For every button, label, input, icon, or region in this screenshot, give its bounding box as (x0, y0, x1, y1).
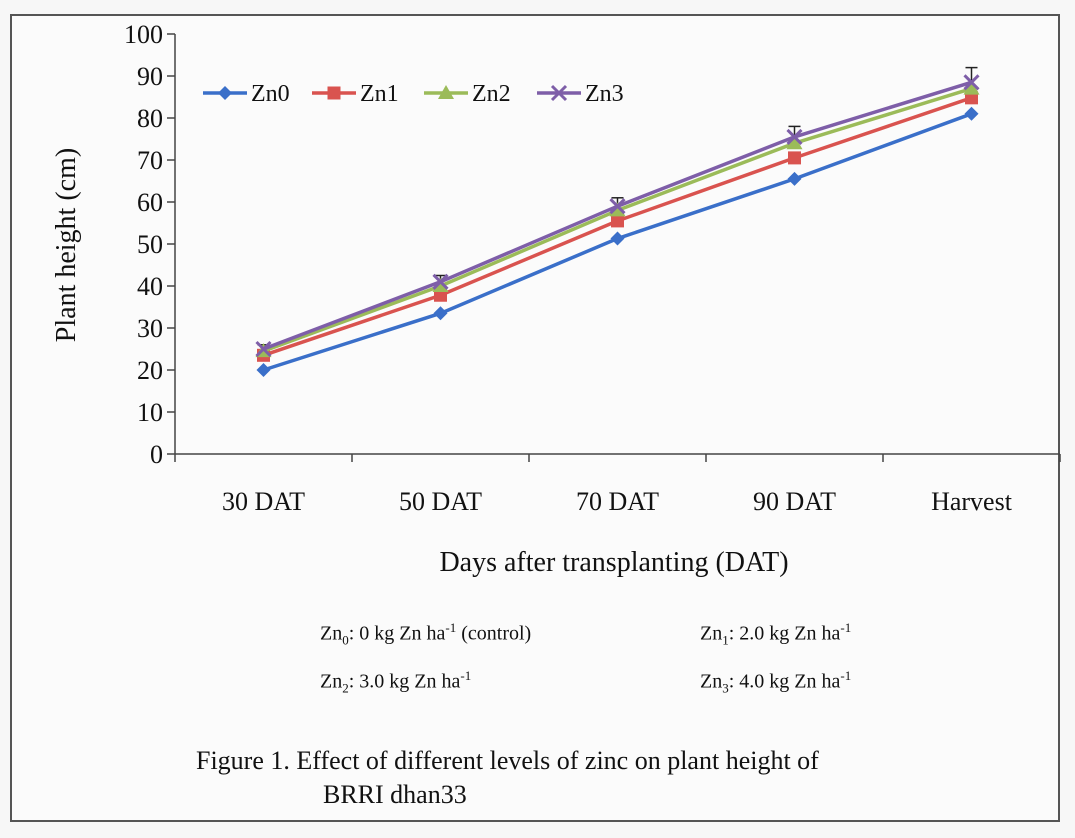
data-point-zn0 (787, 171, 802, 186)
y-tick-label: 40 (137, 272, 163, 301)
data-point-zn2 (432, 278, 449, 292)
data-point-zn0 (610, 231, 625, 246)
chart-axes: 0 10 20 30 40 50 60 70 80 90 100 30 DAT 50 DAT 70 DAT… (124, 20, 1061, 516)
legend-label-zn1: Zn1 (360, 81, 399, 107)
caption-line-1: Figure 1. Effect of different levels of … (196, 746, 819, 775)
figure-caption: Figure 1. Effect of different levels of … (196, 744, 1016, 812)
y-tick-label: 60 (137, 188, 163, 217)
data-point-zn1 (611, 214, 624, 228)
y-axis-title: Plant height (cm) (51, 148, 82, 342)
data-point-zn2 (609, 202, 626, 217)
chart-series (255, 66, 980, 377)
y-tick-label: 80 (137, 104, 163, 133)
legend-label-zn3: Zn3 (585, 81, 624, 107)
x-tick-label: Harvest (931, 487, 1013, 516)
data-point-zn0 (964, 106, 979, 121)
data-point-zn0 (433, 306, 448, 321)
x-tick-label: 90 DAT (753, 487, 836, 516)
x-tick-label: 70 DAT (576, 487, 659, 516)
y-tick-label: 90 (137, 62, 163, 91)
caption-line-2: BRRI dhan33 (323, 780, 467, 809)
y-tick-label: 20 (137, 356, 163, 385)
legend-label-zn2: Zn2 (472, 81, 511, 107)
legend-marker-zn1 (327, 86, 341, 100)
y-tick-label: 100 (124, 20, 163, 49)
x-tick-label: 50 DAT (399, 487, 482, 516)
note-zn0: Zn0: 0 kg Zn ha-1 (control) (320, 620, 532, 648)
x-axis-title: Days after transplanting (DAT) (439, 547, 788, 578)
data-point-zn3 (432, 273, 449, 290)
y-tick-label: 50 (137, 230, 163, 259)
y-tick-label: 70 (137, 146, 163, 175)
note-zn3: Zn3: 4.0 kg Zn ha-1 (700, 668, 852, 696)
data-point-zn3 (255, 340, 272, 358)
line-chart: 0 10 20 30 40 50 60 70 80 90 100 30 DAT 50 DAT 70 DAT… (51, 20, 1061, 578)
legend-marker-zn2 (438, 85, 454, 99)
figure-frame (10, 14, 1060, 822)
x-tick-label: 30 DAT (222, 487, 305, 516)
chart-legend: Zn0 Zn1 Zn2 Zn3 (203, 81, 624, 107)
legend-marker-zn0 (218, 86, 232, 100)
legend-marker-zn3 (550, 84, 568, 102)
y-tick-label: 30 (137, 314, 163, 343)
data-point-zn2 (963, 80, 980, 95)
note-zn2: Zn2: 3.0 kg Zn ha-1 (320, 668, 472, 696)
data-point-zn3 (609, 198, 626, 215)
y-tick-label: 10 (137, 398, 163, 427)
legend-label-zn0: Zn0 (251, 81, 290, 107)
data-point-zn3 (963, 74, 980, 91)
note-zn1: Zn1: 2.0 kg Zn ha-1 (700, 620, 852, 648)
data-point-zn1 (788, 151, 801, 165)
data-point-zn3 (786, 128, 803, 145)
data-point-zn0 (256, 363, 271, 377)
data-point-zn2 (786, 135, 803, 150)
y-tick-label: 0 (150, 440, 163, 469)
